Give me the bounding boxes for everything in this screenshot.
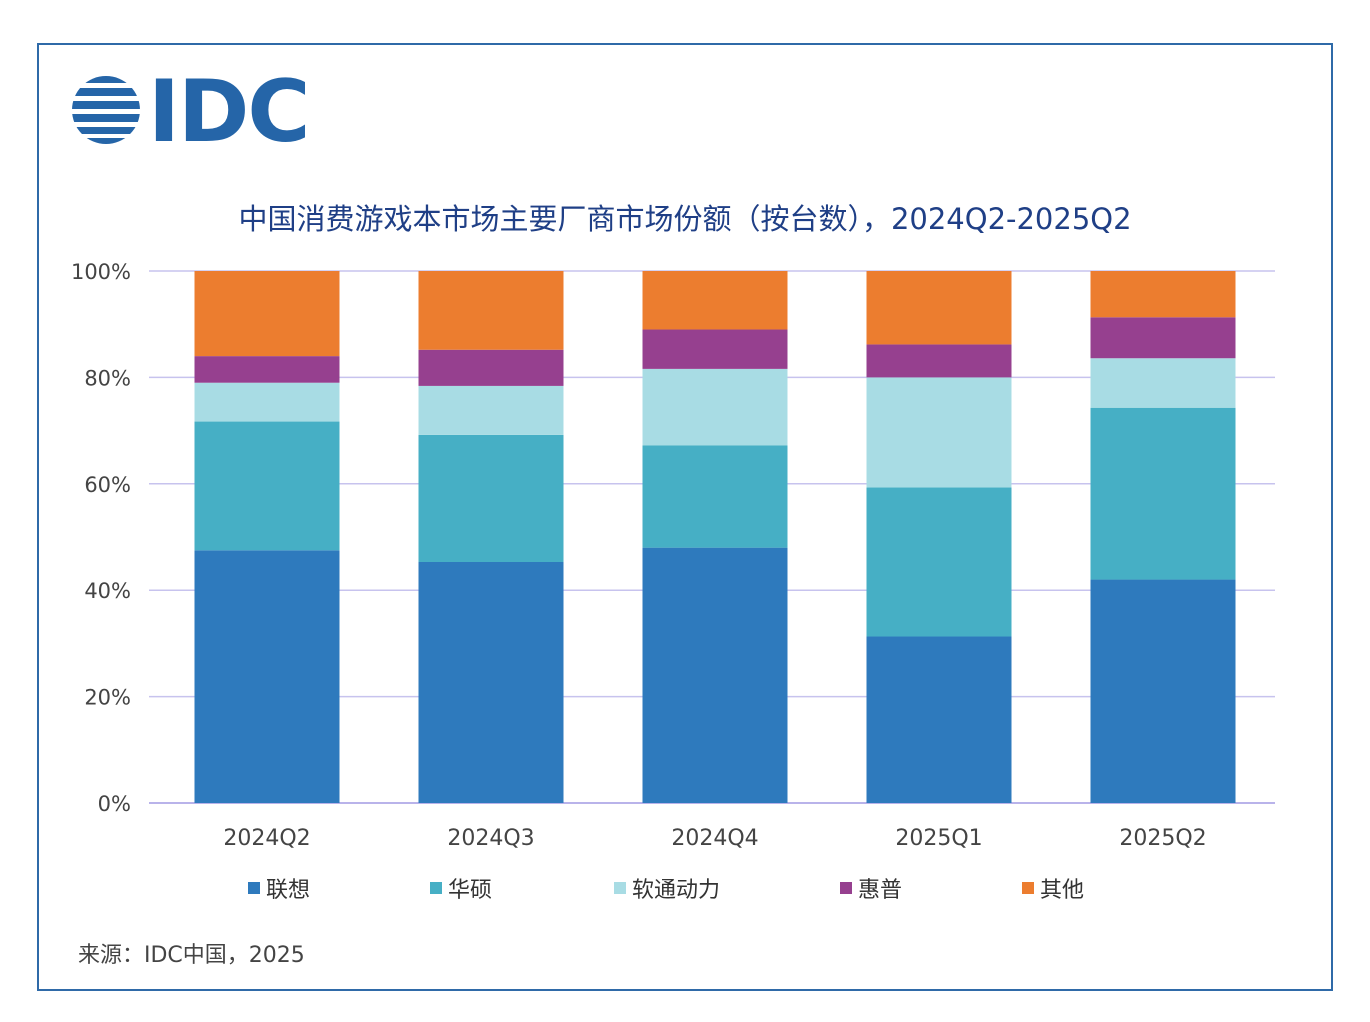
bar-segment <box>866 271 1012 345</box>
y-tick-label: 100% <box>71 260 131 284</box>
x-tick-label: 2024Q2 <box>223 826 310 851</box>
legend-item: 华硕 <box>430 872 492 904</box>
legend-label: 联想 <box>266 878 311 903</box>
legend-item: 其他 <box>1022 872 1084 904</box>
y-tick-label: 40% <box>84 579 131 603</box>
chart-title: 中国消费游戏本市场主要厂商市场份额（按台数），2024Q2-2025Q2 <box>238 202 1132 236</box>
bar-segment <box>194 356 340 383</box>
bar-segment <box>418 562 564 803</box>
y-tick-label: 60% <box>84 473 131 497</box>
legend-item: 联想 <box>248 872 310 904</box>
bar-segment <box>194 271 340 357</box>
bar-segment <box>194 382 340 422</box>
chart-legend: 联想 华硕 软通动力 惠普 其他 <box>0 872 1370 904</box>
bar-segment <box>418 385 564 435</box>
bar-segment <box>866 487 1012 637</box>
bar-segment <box>866 636 1012 803</box>
bar-segment <box>1090 271 1236 318</box>
legend-swatch <box>430 882 442 894</box>
bar-segment <box>642 271 788 330</box>
legend-label: 软通动力 <box>632 878 721 903</box>
bar-segment <box>1090 317 1236 359</box>
bar-segment <box>418 271 564 350</box>
bar-segment <box>642 368 788 446</box>
y-tick-label: 80% <box>84 366 131 390</box>
legend-item: 软通动力 <box>614 872 720 904</box>
logo-text: IDC <box>148 62 310 162</box>
bar-segment <box>194 421 340 551</box>
x-tick-label: 2025Q2 <box>1119 826 1206 851</box>
bar-segment <box>642 329 788 369</box>
idc-logo-icon <box>72 76 140 144</box>
legend-item: 惠普 <box>840 872 902 904</box>
bar-segment <box>194 550 340 803</box>
y-tick-label: 0% <box>98 792 131 816</box>
bar-segment <box>418 349 564 386</box>
x-tick-label: 2025Q1 <box>895 826 982 851</box>
bar-segment <box>642 445 788 548</box>
legend-swatch <box>1022 882 1034 894</box>
legend-swatch <box>614 882 626 894</box>
bar-segment <box>866 377 1012 488</box>
x-tick-label: 2024Q4 <box>671 826 758 851</box>
bar-segment <box>418 434 564 563</box>
x-tick-label: 2024Q3 <box>447 826 534 851</box>
legend-label: 其他 <box>1040 878 1085 903</box>
bar-segment <box>1090 358 1236 408</box>
legend-swatch <box>840 882 852 894</box>
source-note: 来源：IDC中国，2025 <box>78 943 305 968</box>
legend-label: 惠普 <box>858 878 903 903</box>
bar-segment <box>866 344 1012 378</box>
legend-swatch <box>248 882 260 894</box>
bar-segment <box>642 547 788 803</box>
y-tick-label: 20% <box>84 686 131 710</box>
bar-segment <box>1090 407 1236 580</box>
bar-segment <box>1090 579 1236 803</box>
legend-label: 华硕 <box>448 878 493 903</box>
